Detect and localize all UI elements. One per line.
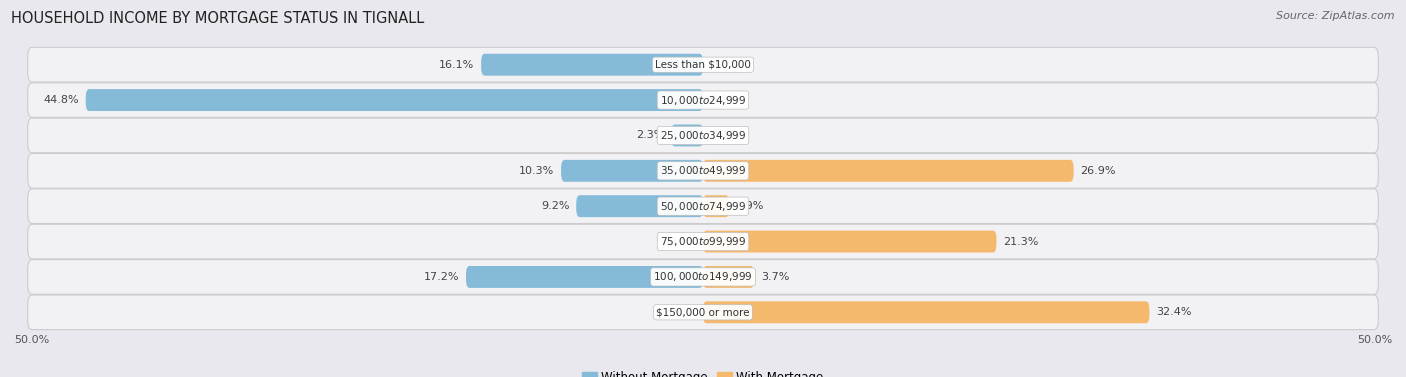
Text: $100,000 to $149,999: $100,000 to $149,999 [654, 270, 752, 284]
FancyBboxPatch shape [576, 195, 703, 217]
FancyBboxPatch shape [28, 48, 1378, 82]
Text: 9.2%: 9.2% [541, 201, 569, 211]
FancyBboxPatch shape [28, 224, 1378, 259]
Text: HOUSEHOLD INCOME BY MORTGAGE STATUS IN TIGNALL: HOUSEHOLD INCOME BY MORTGAGE STATUS IN T… [11, 11, 425, 26]
Text: Source: ZipAtlas.com: Source: ZipAtlas.com [1277, 11, 1395, 21]
FancyBboxPatch shape [28, 118, 1378, 153]
Text: 0.0%: 0.0% [710, 130, 738, 141]
FancyBboxPatch shape [703, 266, 754, 288]
Text: 44.8%: 44.8% [44, 95, 79, 105]
Text: 0.0%: 0.0% [668, 236, 696, 247]
Text: 26.9%: 26.9% [1081, 166, 1116, 176]
Text: 17.2%: 17.2% [423, 272, 460, 282]
Text: 0.0%: 0.0% [710, 60, 738, 70]
Text: 1.9%: 1.9% [737, 201, 765, 211]
FancyBboxPatch shape [465, 266, 703, 288]
FancyBboxPatch shape [28, 295, 1378, 329]
Text: $75,000 to $99,999: $75,000 to $99,999 [659, 235, 747, 248]
Text: 10.3%: 10.3% [519, 166, 554, 176]
Text: 32.4%: 32.4% [1156, 307, 1192, 317]
Text: $50,000 to $74,999: $50,000 to $74,999 [659, 200, 747, 213]
Text: $10,000 to $24,999: $10,000 to $24,999 [659, 93, 747, 107]
Text: Less than $10,000: Less than $10,000 [655, 60, 751, 70]
Text: 0.0%: 0.0% [668, 307, 696, 317]
FancyBboxPatch shape [28, 189, 1378, 224]
Text: 0.0%: 0.0% [710, 95, 738, 105]
FancyBboxPatch shape [561, 160, 703, 182]
Text: 2.3%: 2.3% [636, 130, 665, 141]
FancyBboxPatch shape [86, 89, 703, 111]
FancyBboxPatch shape [28, 260, 1378, 294]
Text: 21.3%: 21.3% [1004, 236, 1039, 247]
Text: $25,000 to $34,999: $25,000 to $34,999 [659, 129, 747, 142]
FancyBboxPatch shape [28, 83, 1378, 117]
Text: 16.1%: 16.1% [439, 60, 474, 70]
Text: $150,000 or more: $150,000 or more [657, 307, 749, 317]
FancyBboxPatch shape [28, 153, 1378, 188]
FancyBboxPatch shape [703, 195, 730, 217]
FancyBboxPatch shape [703, 231, 997, 253]
Text: 50.0%: 50.0% [14, 335, 49, 345]
Text: 3.7%: 3.7% [761, 272, 789, 282]
FancyBboxPatch shape [481, 54, 703, 76]
FancyBboxPatch shape [703, 160, 1074, 182]
Text: $35,000 to $49,999: $35,000 to $49,999 [659, 164, 747, 177]
Legend: Without Mortgage, With Mortgage: Without Mortgage, With Mortgage [578, 366, 828, 377]
FancyBboxPatch shape [671, 124, 703, 146]
FancyBboxPatch shape [703, 301, 1150, 323]
Text: 50.0%: 50.0% [1357, 335, 1392, 345]
